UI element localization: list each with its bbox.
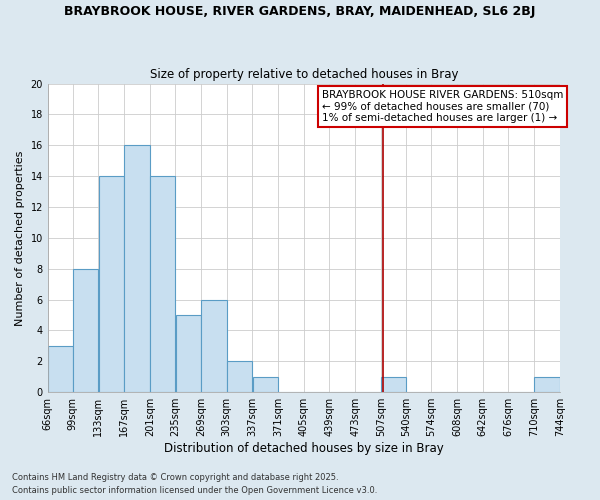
Y-axis label: Number of detached properties: Number of detached properties	[15, 150, 25, 326]
Bar	[227, 362, 252, 392]
Bar	[201, 300, 227, 392]
Bar	[98, 176, 124, 392]
Bar	[73, 268, 98, 392]
Bar	[150, 176, 175, 392]
Bar	[535, 377, 560, 392]
Text: BRAYBROOK HOUSE RIVER GARDENS: 510sqm
← 99% of detached houses are smaller (70)
: BRAYBROOK HOUSE RIVER GARDENS: 510sqm ← …	[322, 90, 563, 123]
Bar	[381, 377, 406, 392]
Bar	[48, 346, 73, 392]
Text: Contains HM Land Registry data © Crown copyright and database right 2025.
Contai: Contains HM Land Registry data © Crown c…	[12, 474, 377, 495]
Text: BRAYBROOK HOUSE, RIVER GARDENS, BRAY, MAIDENHEAD, SL6 2BJ: BRAYBROOK HOUSE, RIVER GARDENS, BRAY, MA…	[64, 5, 536, 18]
Bar	[253, 377, 278, 392]
Bar	[176, 315, 201, 392]
Title: Size of property relative to detached houses in Bray: Size of property relative to detached ho…	[149, 68, 458, 81]
Bar	[124, 146, 149, 392]
X-axis label: Distribution of detached houses by size in Bray: Distribution of detached houses by size …	[164, 442, 443, 455]
